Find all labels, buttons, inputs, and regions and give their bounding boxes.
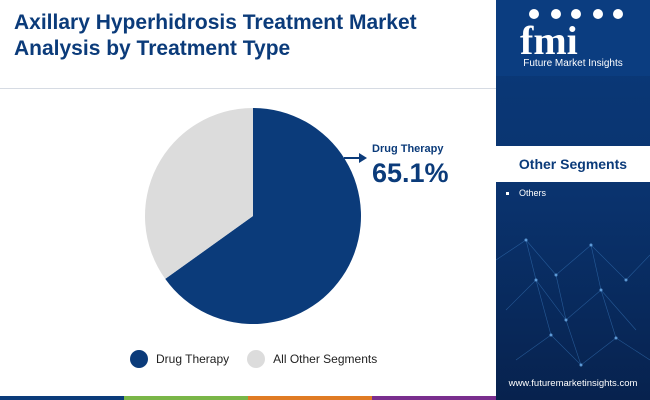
title-divider — [0, 88, 496, 89]
legend-swatch-all-other-segments — [247, 350, 266, 368]
legend-swatch-drug-therapy — [130, 350, 148, 368]
bottom-bar-segment — [248, 396, 372, 400]
other-segments-title: Other Segments — [518, 156, 628, 172]
other-segments-header: Other Segments — [496, 146, 650, 182]
bottom-bar-segment — [0, 396, 124, 400]
pie-slices — [145, 108, 362, 324]
list-item: Others — [506, 188, 546, 198]
brand-name: Future Market Insights — [523, 58, 623, 69]
chart-title: Axillary Hyperhidrosis Treatment Market … — [14, 11, 417, 60]
sidebar: fmi Future Market Insights Other Segment… — [496, 0, 650, 400]
legend: Drug Therapy All Other Segments — [130, 350, 395, 368]
bottom-bar-segment — [124, 396, 248, 400]
bottom-bar-segment — [372, 396, 496, 400]
segments-list: Others — [506, 188, 546, 198]
svg-text:fmi: fmi — [520, 18, 578, 58]
segment-label: Others — [519, 188, 547, 198]
website-url: www.futuremarketinsights.com — [508, 378, 638, 389]
pie-slice-drug-therapy — [165, 108, 362, 324]
network-background-icon — [496, 238, 650, 367]
pie-slice-all-other-segments — [145, 108, 253, 279]
pie-chart — [145, 108, 367, 324]
legend-label-all-other-segments: All Other Segments — [273, 352, 378, 366]
callout-arrow-icon — [344, 153, 367, 163]
logo-area: fmi Future Market Insights — [496, 0, 650, 76]
fmi-logo-icon: fmi — [520, 9, 623, 58]
legend-label-drug-therapy: Drug Therapy — [156, 352, 230, 366]
bottom-color-bar — [0, 396, 496, 400]
bullet-icon — [506, 191, 509, 195]
legend-item-all-other-segments: All Other Segments — [247, 350, 377, 368]
callout-label: Drug Therapy — [372, 143, 444, 155]
legend-item-drug-therapy: Drug Therapy — [130, 350, 229, 368]
callout-value: 65.1% — [372, 158, 449, 188]
